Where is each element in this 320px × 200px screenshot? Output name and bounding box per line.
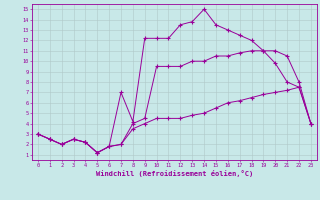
- X-axis label: Windchill (Refroidissement éolien,°C): Windchill (Refroidissement éolien,°C): [96, 170, 253, 177]
